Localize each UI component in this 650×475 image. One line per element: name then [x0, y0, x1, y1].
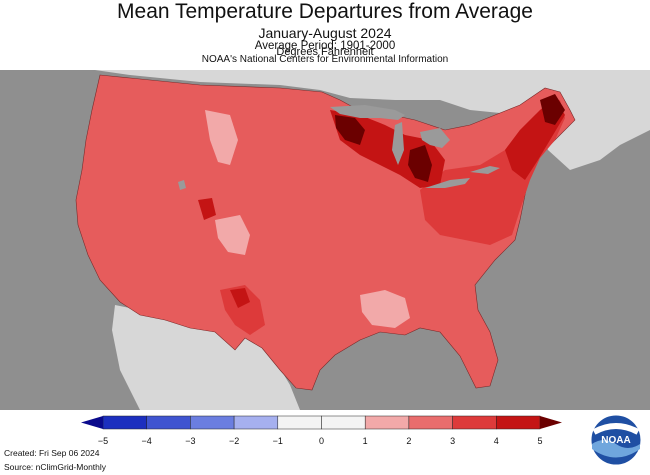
hot-region-new-mexico: [230, 288, 250, 308]
legend-swatch: [496, 415, 541, 430]
canada-land: [95, 70, 650, 170]
legend-tick-label: −1: [272, 436, 283, 446]
legend-tick-label: −5: [97, 436, 109, 446]
legend-swatch: [146, 415, 191, 430]
legend-swatch: [321, 415, 366, 430]
legend-swatch: [102, 415, 147, 430]
data-source: Source: nClimGrid-Monthly: [4, 462, 107, 472]
mild-region-rockies: [205, 110, 238, 165]
legend-swatch: [277, 415, 322, 430]
legend-under-arrow: [81, 416, 103, 429]
legend-tick-label: 3: [450, 436, 456, 446]
created-date: Created: Fri Sep 06 2024: [4, 448, 100, 458]
map-title: Mean Temperature Departures from Average: [117, 0, 533, 23]
agency-credit: NOAA's National Centers for Environmenta…: [201, 54, 449, 65]
legend-tick-label: 0: [318, 436, 325, 446]
legend-swatch: [452, 415, 497, 430]
logo-text: NOAA: [601, 435, 630, 446]
color-legend: −5 −4 −3 −2 −1 0 1 2 3 4 5: [0, 412, 650, 472]
average-period: Average Period: 1901-2000: [254, 40, 396, 52]
legend-units: Degrees Fahrenheit: [276, 46, 374, 58]
noaa-logo: NOAA: [590, 414, 642, 471]
mild-region-southeast: [360, 290, 410, 328]
legend-swatch: [364, 415, 410, 430]
warm-region-colorado: [198, 198, 216, 220]
hottest-region-michigan: [408, 145, 432, 182]
conus-outline: [75, 74, 576, 391]
great-salt-lake: [178, 180, 186, 190]
legend-swatch: [233, 415, 279, 430]
great-lakes: [330, 105, 500, 188]
temperature-anomaly-map: [0, 70, 650, 410]
map-svg: [75, 70, 650, 410]
legend-tick-label: 5: [537, 436, 543, 446]
mild-region-colorado-mountains: [215, 215, 250, 255]
legend-over-arrow: [540, 416, 562, 429]
map-subtitle: January-August 2024: [258, 25, 392, 41]
legend-tick-label: 2: [406, 436, 412, 446]
legend-tick-label: 1: [362, 436, 368, 446]
legend-tick-label: −2: [228, 436, 240, 446]
hottest-region-upper-midwest: [335, 115, 365, 145]
legend-swatch: [408, 415, 453, 430]
legend-bar: [81, 415, 562, 430]
mexico-land: [112, 305, 300, 410]
hottest-region-maine: [540, 94, 565, 125]
legend-swatch: [190, 415, 235, 430]
warm-region-texas: [220, 285, 265, 335]
legend-tick-label: 4: [493, 436, 499, 446]
legend-tick-label: −3: [185, 436, 196, 446]
legend-tick-label: −4: [141, 436, 152, 446]
